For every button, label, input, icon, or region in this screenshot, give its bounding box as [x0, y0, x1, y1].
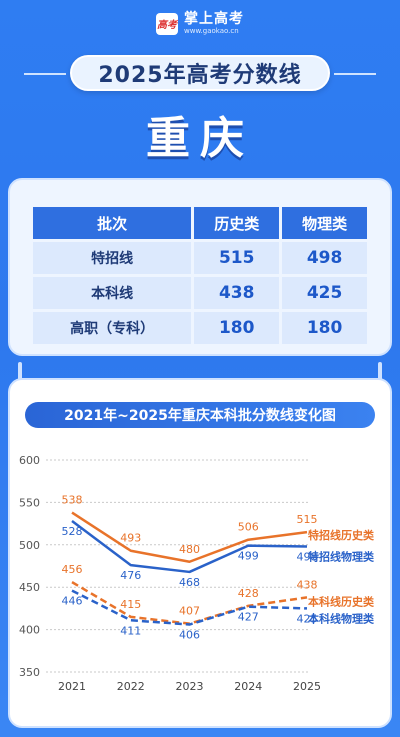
brand-logo: 高考: [156, 12, 178, 35]
series-line: [71, 511, 308, 564]
data-label: 476: [120, 569, 141, 582]
table-row: 本科线 438 425: [33, 277, 367, 309]
x-tick-label: 2025: [293, 680, 321, 693]
data-label: 425: [297, 612, 318, 625]
data-label: 415: [120, 598, 141, 611]
data-label: 538: [62, 494, 83, 507]
x-tick-label: 2022: [117, 680, 145, 693]
x-tick-label: 2021: [58, 680, 86, 693]
data-label: 515: [297, 513, 318, 526]
score-table: 批次 历史类 物理类 特招线 515 498 本科线 438 425 高职（专科…: [30, 204, 370, 347]
x-tick-label: 2023: [176, 680, 204, 693]
card-connector-right: [378, 362, 382, 388]
chart-title: 2021年~2025年重庆本科批分数线变化图: [25, 402, 375, 428]
series-line: [71, 589, 308, 626]
brand-header: 高考 掌上高考 www.gaokao.cn: [0, 12, 400, 35]
brand-url: www.gaokao.cn: [184, 27, 239, 35]
data-label: 428: [238, 587, 259, 600]
decor-line-left: [24, 73, 66, 75]
line-chart: 350 400 450 500 550 600 2021 2022 2023 2024 2025 53…: [19, 454, 375, 693]
data-label: 528: [62, 525, 83, 538]
data-label: 427: [238, 611, 259, 624]
data-label: 407: [179, 605, 200, 618]
y-tick-label: 450: [19, 581, 40, 594]
row-label: 本科线: [33, 277, 192, 309]
y-tick-label: 500: [19, 539, 40, 552]
history-score: 180: [194, 312, 280, 344]
data-label: 499: [238, 550, 259, 563]
table-row: 特招线 515 498: [33, 242, 367, 274]
column-header: 历史类: [194, 207, 280, 239]
column-header: 批次: [33, 207, 192, 239]
y-tick-label: 350: [19, 666, 40, 679]
data-label: 480: [179, 543, 200, 556]
history-score: 438: [194, 277, 280, 309]
brand-name: 掌上高考: [184, 11, 244, 27]
data-label: 411: [120, 624, 141, 637]
physics-score: 498: [282, 242, 367, 274]
card-connector-left: [18, 362, 22, 388]
y-tick-label: 600: [19, 454, 40, 467]
x-tick-label: 2024: [234, 680, 262, 693]
page-title: 2025年高考分数线: [70, 55, 330, 91]
data-label: 506: [238, 521, 259, 534]
data-label: 406: [179, 629, 200, 642]
y-tick-label: 400: [19, 624, 40, 637]
data-label: 468: [179, 576, 200, 589]
data-label: 438: [297, 578, 318, 591]
data-label: 498: [297, 550, 318, 563]
column-header: 物理类: [282, 207, 367, 239]
row-label: 特招线: [33, 242, 192, 274]
row-label: 高职（专科）: [33, 312, 192, 344]
physics-score: 425: [282, 277, 367, 309]
legend-label: 特招线历史类: [308, 528, 375, 542]
series-line: [71, 520, 308, 574]
chart-card: [8, 378, 392, 728]
data-label: 493: [120, 532, 141, 545]
table-row: 高职（专科） 180 180: [33, 312, 367, 344]
city-name: 重庆: [146, 113, 254, 164]
physics-score: 180: [282, 312, 367, 344]
decor-line-right: [334, 73, 376, 75]
y-tick-label: 550: [19, 496, 40, 509]
history-score: 515: [194, 242, 280, 274]
data-label: 446: [62, 595, 83, 608]
legend-label: 本科线物理类: [308, 611, 375, 625]
legend-label: 本科线历史类: [308, 594, 375, 608]
data-label: 456: [62, 563, 83, 576]
table-header-row: 批次 历史类 物理类: [33, 207, 367, 239]
legend-label: 特招线物理类: [308, 549, 375, 563]
